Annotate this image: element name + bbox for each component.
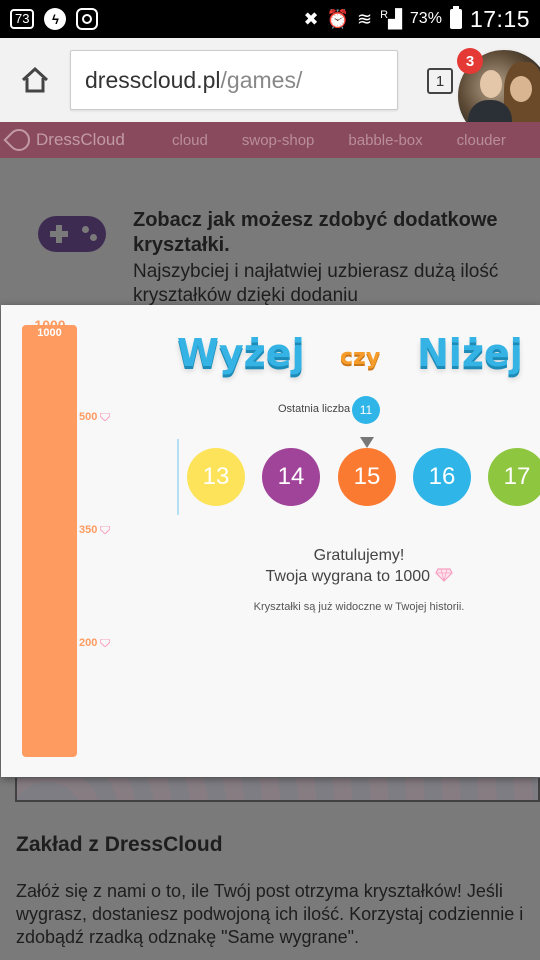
browser-toolbar: dresscloud.pl/games/ 1 (0, 38, 540, 122)
congrats-line2: Twoja wygrana to 1000 (179, 566, 539, 587)
nfc-icon: ✖ (303, 8, 319, 29)
meter-level-value: 200 (79, 637, 98, 649)
notification-count-badge: 73 (10, 9, 35, 29)
notification-badge: 3 (457, 48, 483, 74)
avatar-face (480, 70, 502, 98)
game-title-word: Niżej (417, 331, 523, 375)
instagram-icon (76, 8, 99, 30)
crystal-icon (100, 526, 111, 534)
game-title-word: czy (340, 345, 381, 370)
url-domain: dresscloud.pl (85, 66, 221, 93)
congrats-line1: Gratulujemy! (313, 547, 405, 564)
intro-text: Najszybciej i najłatwiej uzbierasz dużą … (133, 261, 499, 306)
wifi-icon: ≋ (357, 8, 373, 29)
number-ball-17[interactable]: 17 (488, 448, 540, 506)
meter-level-500: 500 (79, 411, 111, 423)
address-bar[interactable]: dresscloud.pl/games/ (70, 50, 398, 110)
signal-icon: R▟ (380, 8, 402, 29)
status-bar: 73 ϟ ✖ ⏰ ≋ R▟ 73% 17:15 (0, 0, 540, 38)
selection-pointer-icon (360, 437, 374, 448)
game-title: Wyżej czy Niżej (177, 331, 537, 381)
crystal-icon (100, 413, 111, 421)
home-button[interactable] (0, 38, 70, 122)
nav-item-clouder[interactable]: clouder (456, 131, 506, 149)
number-ball-13[interactable]: 13 (187, 448, 245, 506)
prize-meter (22, 325, 77, 757)
messenger-icon: ϟ (44, 8, 67, 30)
win-amount-text: Twoja wygrana to 1000 (265, 568, 431, 585)
battery-icon (449, 6, 462, 29)
alarm-icon: ⏰ (326, 8, 350, 29)
section-title: Zakład z DressCloud (16, 833, 223, 856)
crystal-icon (100, 639, 111, 647)
url-path: /games/ (220, 66, 303, 93)
section-text: Załóż się z nami o to, ile Twój post otr… (16, 881, 524, 947)
signal-roaming-label: R (380, 8, 389, 21)
nav-item-babble-box[interactable]: babble-box (348, 131, 423, 149)
gamepad-button (90, 234, 97, 241)
clock: 17:15 (469, 5, 530, 32)
profile-avatar[interactable] (456, 48, 540, 144)
gamepad-icon (38, 216, 106, 252)
nav-item-cloud[interactable]: cloud (172, 131, 208, 149)
site-logo[interactable]: DressCloud (3, 124, 158, 156)
congrats-message: Gratulujemy! Twoja wygrana to 1000 (179, 545, 539, 587)
battery-percentage: 73% (409, 10, 442, 27)
last-number-ball: 11 (352, 396, 380, 424)
games-banner (15, 778, 540, 802)
number-ball-14[interactable]: 14 (262, 448, 320, 506)
meter-level-200: 200 (79, 637, 111, 649)
home-icon (21, 66, 49, 93)
intro-section: Zobacz jak możesz zdobyć dodatkowe krysz… (0, 158, 540, 318)
number-ball-16[interactable]: 16 (413, 448, 471, 506)
gamepad-button (82, 226, 89, 233)
gamepad-dpad-v (56, 225, 62, 243)
avatar-face (510, 76, 532, 102)
meter-current-value: 1000 (37, 327, 62, 339)
game-modal: 1000 1000 500 350 200 Wyżej czy Niżej Os… (1, 305, 540, 777)
game-title-word: Wyżej (177, 331, 305, 375)
site-nav: DressCloud cloud swop-shop babble-box cl… (0, 122, 540, 158)
crystal-icon (434, 568, 453, 582)
meter-level-value: 350 (79, 524, 98, 536)
cloud-logo-icon (3, 124, 35, 156)
tab-switcher-button[interactable]: 1 (427, 68, 453, 94)
nav-item-swop-shop[interactable]: swop-shop (241, 131, 315, 149)
number-ball-15[interactable]: 15 (338, 448, 396, 506)
site-logo-text: DressCloud (36, 130, 125, 149)
meter-level-350: 350 (79, 524, 111, 536)
balls-divider (177, 439, 179, 515)
history-note: Kryształki są już widoczne w Twojej hist… (253, 601, 465, 613)
last-number-label: Ostatnia liczba (278, 403, 351, 415)
meter-level-value: 500 (79, 411, 98, 423)
intro-title: Zobacz jak możesz zdobyć dodatkowe krysz… (133, 209, 498, 256)
